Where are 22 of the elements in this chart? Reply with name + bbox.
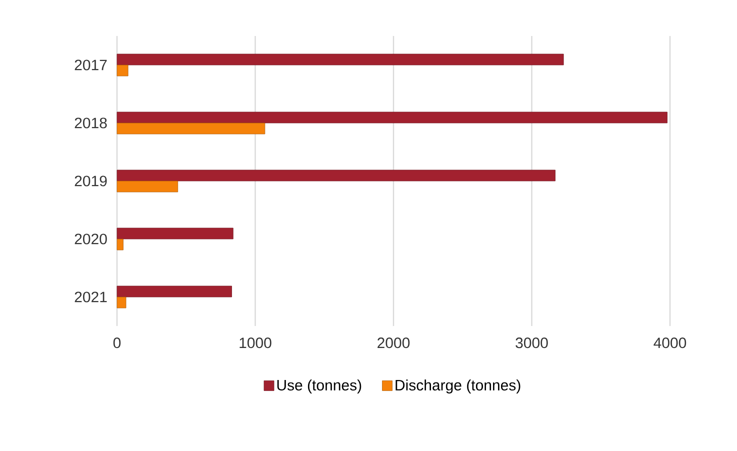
x-tick-label: 4000 [654, 338, 686, 348]
legend-label: Use (tonnes) [277, 380, 362, 394]
y-tick-label: 2019 [74, 176, 107, 186]
x-tick-label: 1000 [240, 338, 272, 348]
bar [116, 170, 556, 182]
x-tick-label: 0 [113, 338, 121, 348]
bar [116, 54, 564, 66]
bar [116, 286, 232, 298]
x-tick-label: 2000 [378, 338, 410, 348]
bar [116, 228, 234, 240]
bar [116, 180, 178, 192]
bar [116, 112, 668, 124]
y-tick-label: 2021 [74, 292, 107, 302]
y-tick-label: 2017 [74, 60, 107, 70]
bar [116, 296, 126, 308]
legend-label: Discharge (tonnes) [396, 380, 520, 394]
x-tick-label: 3000 [516, 338, 548, 348]
bar [116, 64, 128, 76]
bar [116, 238, 124, 250]
y-tick-label: 2018 [74, 118, 107, 128]
bar [116, 122, 266, 134]
y-tick-label: 2020 [74, 234, 107, 244]
